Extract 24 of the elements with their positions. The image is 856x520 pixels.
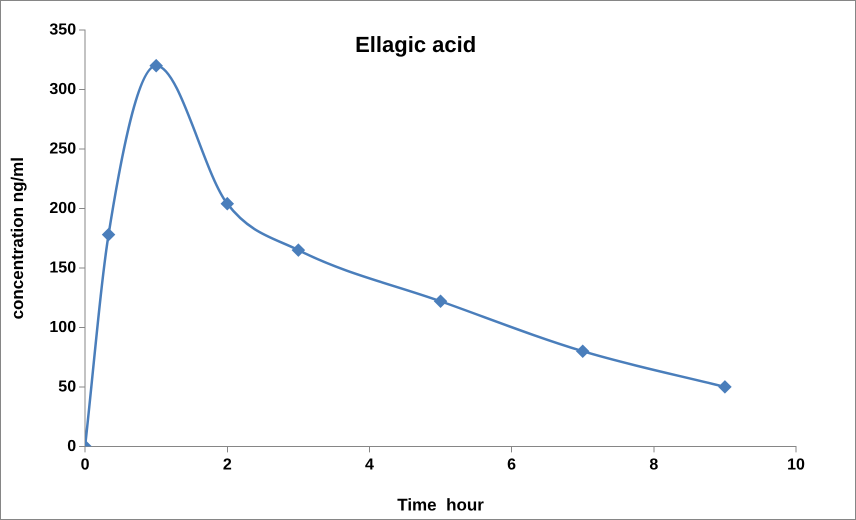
- y-tick-label: 250: [49, 140, 76, 158]
- point: [150, 59, 162, 72]
- point: [576, 344, 589, 358]
- y-tick-label: 0: [67, 438, 76, 455]
- y-tick-label: 300: [49, 80, 76, 98]
- y-tick-label: 200: [49, 200, 76, 217]
- point: [434, 295, 447, 308]
- x-tick-label: 6: [507, 456, 516, 474]
- chart-title: Ellagic acid: [355, 32, 476, 58]
- x-axis-title: Time hour: [397, 495, 484, 514]
- x-tick-label: 4: [365, 456, 374, 474]
- point: [292, 244, 305, 256]
- point: [221, 197, 234, 210]
- x-tick-label: 2: [222, 456, 232, 474]
- y-tick-label: 100: [49, 318, 76, 336]
- y-tick-label: 50: [58, 378, 76, 396]
- y-axis-title: concentration ng/ml: [8, 156, 27, 320]
- x-tick-label: 0: [80, 456, 90, 474]
- point: [102, 228, 115, 241]
- x-tick-label: 10: [787, 456, 805, 474]
- point: [718, 380, 732, 394]
- y-tick-label: 350: [49, 21, 76, 38]
- y-tick-label: 150: [49, 259, 76, 276]
- x-tick-label: 8: [649, 456, 658, 474]
